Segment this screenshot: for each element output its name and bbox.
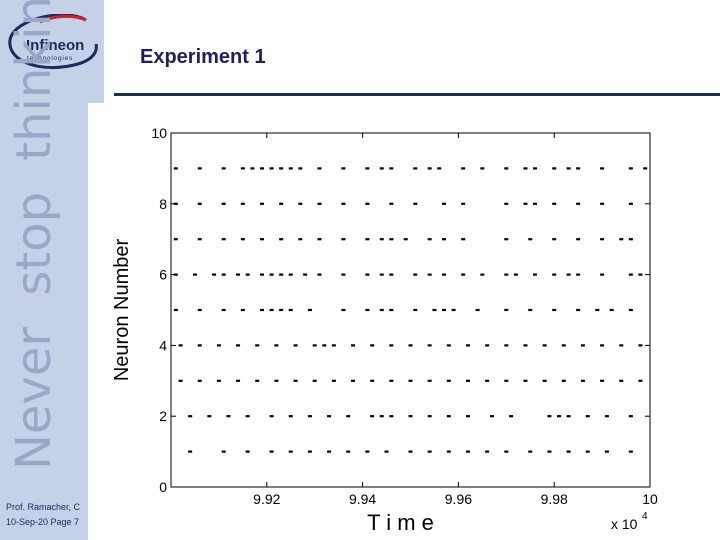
y-tick-label: 8: [159, 196, 167, 212]
footer-author: Prof. Ramacher, C: [6, 502, 81, 512]
plot-axes: 0 2 4 6 8 10 9.92 9.94 9.96 9.98 10: [151, 125, 658, 507]
spike-marks: [173, 167, 648, 453]
infineon-logo: Infineon technologies: [8, 14, 98, 69]
logo-text: Infineon: [26, 37, 84, 54]
slide-title: Experiment 1: [140, 46, 266, 68]
x-axis-multiplier-exponent: 4: [642, 511, 648, 522]
logo-subtext: technologies: [27, 55, 73, 62]
raster-plot: 0 2 4 6 8 10 9.92 9.94 9.96 9.98 10 Neuron Number …: [111, 125, 658, 535]
x-tick-label: 9.96: [445, 491, 472, 507]
axis-labels: Neuron Number T i m e x 10 4: [111, 239, 648, 535]
x-tick-label: 10: [642, 491, 658, 507]
brand-sidebar: Infineon technologies Never stop thinkin…: [0, 0, 104, 540]
figure-panel: 0 2 4 6 8 10 9.92 9.94 9.96 9.98 10 Neuron Number …: [88, 103, 720, 540]
y-tick-label: 6: [159, 267, 167, 283]
footer-date-page: 10-Sep-20 Page 7: [6, 517, 80, 527]
tagline-word-thinking: thinking: [6, 0, 62, 161]
plot-frame: [170, 132, 651, 488]
title-underline: [114, 93, 720, 96]
y-tick-label: 2: [159, 408, 167, 424]
y-tick-label: 4: [159, 337, 167, 353]
x-axis-multiplier: x 10: [611, 516, 638, 532]
x-tick-label: 9.98: [541, 491, 568, 507]
tagline-word-never: Never: [6, 326, 62, 470]
x-tick-label: 9.94: [349, 491, 376, 507]
y-tick-label: 0: [159, 479, 167, 495]
tagline-word-stop: stop: [6, 191, 62, 296]
tagline: Never stop thinking: [6, 0, 62, 470]
x-axis-label: T i m e: [367, 510, 434, 535]
x-tick-label: 9.92: [253, 491, 280, 507]
y-tick-label: 10: [151, 125, 167, 141]
y-axis-label: Neuron Number: [111, 239, 133, 382]
